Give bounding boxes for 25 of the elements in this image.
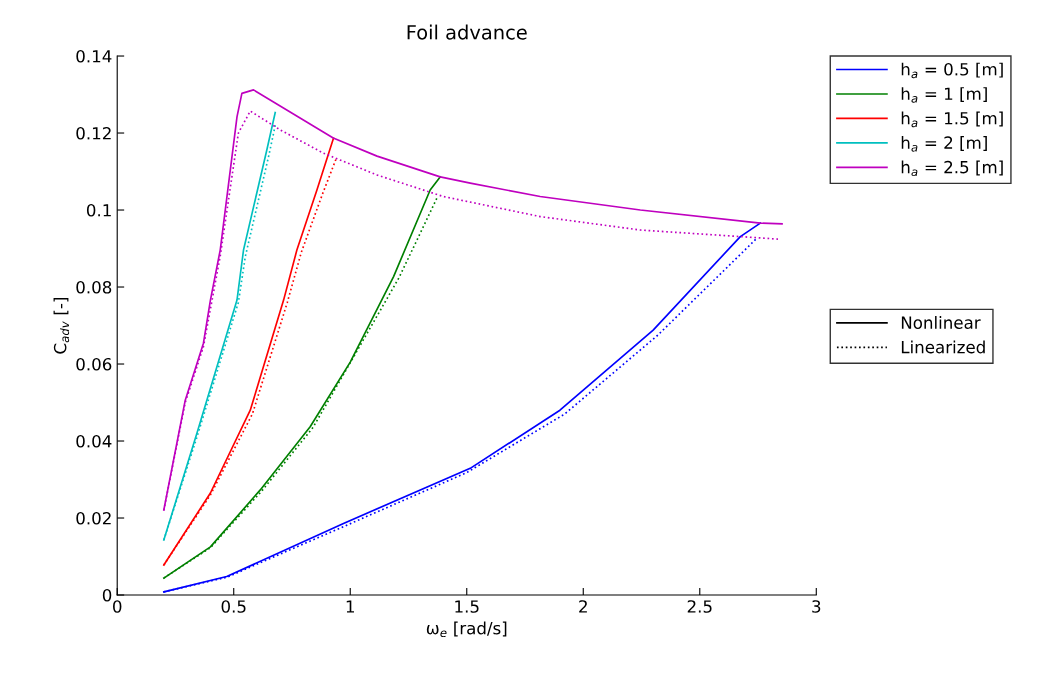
y-tick-label: 0.12 <box>76 126 111 140</box>
y-tick-label: 0.02 <box>76 511 111 525</box>
x-axis-title: ω$_{e}$ [rad/s] <box>426 621 507 638</box>
x-tick-label: 2.5 <box>687 600 712 613</box>
chart-title: Foil advance <box>407 24 527 40</box>
legend-label: h$_{a}$ = 2 [m] <box>901 136 987 152</box>
y-tick-label: 0.04 <box>76 434 112 448</box>
y-tick-label: 0.06 <box>76 357 112 371</box>
legend-label: h$_{a}$ = 2.5 [m] <box>901 160 1003 177</box>
y-axis-title: C$_{adv}$ [-] <box>53 298 70 354</box>
x-tick-label: 0 <box>113 600 122 613</box>
y-tick-label: 0.1 <box>86 203 111 217</box>
x-tick-label: 0.5 <box>221 600 246 613</box>
x-tick-label: 1 <box>346 600 354 613</box>
legend-label: Nonlinear <box>901 316 981 329</box>
legend-label: h$_{a}$ = 0.5 [m] <box>901 62 1003 79</box>
y-tick-label: 0.08 <box>76 280 112 294</box>
y-tick-label: 0 <box>102 588 112 602</box>
legend-label: h$_{a}$ = 1 [m] <box>901 87 987 103</box>
legend-label: Linearized <box>901 340 985 354</box>
x-tick-label: 3 <box>812 600 821 613</box>
x-tick-label: 1.5 <box>455 600 479 613</box>
x-tick-label: 2 <box>579 600 587 613</box>
y-tick-label: 0.14 <box>76 49 112 63</box>
legend-label: h$_{a}$ = 1.5 [m] <box>901 111 1003 128</box>
